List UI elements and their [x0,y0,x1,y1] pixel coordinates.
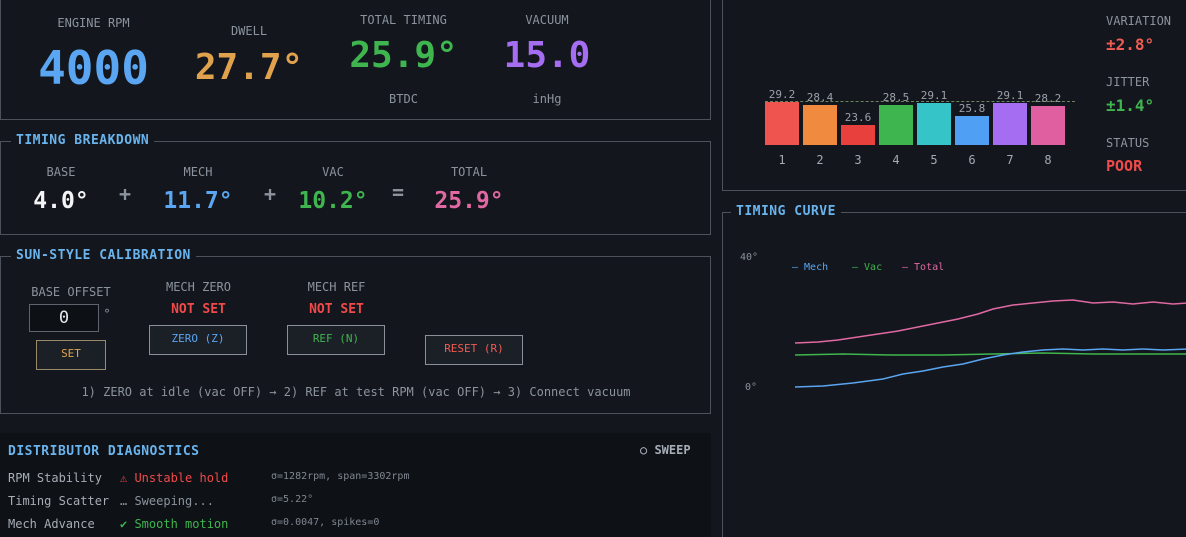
curve-legend-total: — Total [902,262,945,273]
vacuum-unit: inHg [532,92,562,106]
total-timing-unit: BTDC [389,92,418,106]
cylinder-bar [803,105,837,145]
timing-breakdown-panel: TIMING BREAKDOWN BASE 4.0° + MECH 11.7° … [0,133,711,235]
vac-value: 10.2° [298,188,368,214]
calibration-instructions: 1) ZERO at idle (vac OFF) → 2) REF at te… [81,385,631,399]
cylinder-bar [993,102,1027,145]
timing-curve-panel: TIMING CURVE 40° 0° — Mech — Vac — Total [722,204,1186,537]
cylinder-value-label: 28.5 [882,91,910,104]
diagnostic-detail: σ=5.22° [271,494,314,505]
curve-vac-line [794,352,1186,356]
y-min-label: 0° [745,382,758,393]
total-timing-value: 25.9° [349,35,458,76]
cylinder-value-label: 29.2 [768,88,796,102]
mech-zero-label: MECH ZERO [165,280,232,294]
sweep-toggle[interactable]: ○ SWEEP [640,443,691,457]
equals-sign: = [391,180,405,204]
curve-legend-mech: — Mech [792,262,829,273]
cylinder-number-label: 5 [930,153,938,167]
diagnostic-detail: σ=1282rpm, span=3302rpm [271,471,410,482]
degree-symbol: ° [103,307,111,321]
jitter-label: JITTER [1106,75,1150,89]
status-value: POOR [1106,157,1143,175]
mech-ref-status: NOT SET [309,302,364,317]
cylinder-number-label: 4 [892,153,900,167]
y-max-label: 40° [740,252,759,263]
vacuum-label: VACUUM [525,13,569,27]
cylinder-value-label: 28.2 [1034,92,1062,106]
cylinder-value-label: 25.8 [958,101,986,115]
variation-label: VARIATION [1106,14,1172,28]
variation-value: ±2.8° [1106,35,1155,54]
cylinder-value-label: 29.1 [920,88,948,102]
mech-label: MECH [183,165,213,179]
base-value: 4.0° [33,188,89,214]
cylinder-bar [879,105,913,145]
cylinder-value-label: 23.6 [844,110,872,124]
cylinder-bar [1031,106,1065,145]
dwell-label: DWELL [230,24,268,38]
diagnostic-status: ⚠ Unstable hold [120,471,229,485]
diagnostic-detail: σ=0.0047, spikes=0 [271,517,380,528]
dwell-value: 27.7° [194,47,304,88]
curve-total-line [794,299,1186,344]
set-button[interactable]: SET [36,340,106,370]
cylinder-number-label: 3 [854,153,862,167]
timing-curve-plot [794,299,1186,388]
cylinder-bar [917,102,951,145]
cylinder-bars: 29.2 1 28.4 2 23.6 3 28.5 4 29.1 5 25.8 6 29.1 7 28.2 8 [723,0,1103,192]
reset-button[interactable]: RESET (R) [425,335,523,365]
base-offset-label: BASE OFFSET [31,285,111,299]
zero-button[interactable]: ZERO (Z) [149,325,247,355]
mech-ref-label: MECH REF [307,280,366,294]
cylinder-bar [955,115,989,145]
cylinder-number-label: 1 [778,153,786,167]
cylinder-panel: 29.2 1 28.4 2 23.6 3 28.5 4 29.1 5 25.8 6 29.1 7 28.2 8… [722,0,1186,191]
diagnostic-status: ✔ Smooth motion [120,517,229,531]
reference-line [765,100,1075,102]
plus-sign-1: + [118,182,132,206]
base-label: BASE [46,165,76,179]
jitter-value: ±1.4° [1106,96,1155,115]
total-label: TOTAL [450,165,488,179]
status-label: STATUS [1106,136,1150,150]
ref-button[interactable]: REF (N) [287,325,385,355]
cylinder-number-label: 7 [1006,153,1014,167]
diagnostic-name: Mech Advance [8,517,95,531]
cylinder-number-label: 2 [816,153,824,167]
cylinder-value-label: 28.4 [806,91,834,105]
diagnostic-name: Timing Scatter [8,494,110,508]
mech-zero-status: NOT SET [171,302,226,317]
calibration-title: SUN-STYLE CALIBRATION [11,248,196,263]
cylinder-number-label: 6 [968,153,976,167]
timing-breakdown-title: TIMING BREAKDOWN [11,133,155,148]
diagnostic-name: RPM Stability [8,471,102,485]
readouts-panel: ENGINE RPM 4000 DWELL 27.7° TOTAL TIMING… [0,0,711,120]
timing-curve-title: TIMING CURVE [731,204,841,219]
total-timing-label: TOTAL TIMING [360,13,447,27]
plus-sign-2: + [263,182,277,206]
calibration-panel: SUN-STYLE CALIBRATION BASE OFFSET ° SET … [0,248,711,414]
cylinder-bar [841,124,875,145]
vacuum-value: 15.0 [503,35,591,76]
curve-legend-vac: — Vac [852,262,883,273]
rpm-label: ENGINE RPM [57,16,130,30]
diagnostics-title: DISTRIBUTOR DIAGNOSTICS [8,444,200,459]
rpm-value: 4000 [38,41,149,95]
cylinder-bar [765,102,799,145]
diagnostics-panel: DISTRIBUTOR DIAGNOSTICS ○ SWEEP RPM Stab… [0,433,711,537]
vac-label: VAC [322,165,344,179]
mech-value: 11.7° [163,188,233,214]
cylinder-value-label: 29.1 [996,88,1024,102]
curve-mech-line [794,348,1186,388]
diagnostic-status: … Sweeping... [120,494,214,508]
cylinder-number-label: 8 [1044,153,1052,167]
base-offset-input[interactable] [29,304,99,332]
total-value: 25.9° [434,188,504,214]
